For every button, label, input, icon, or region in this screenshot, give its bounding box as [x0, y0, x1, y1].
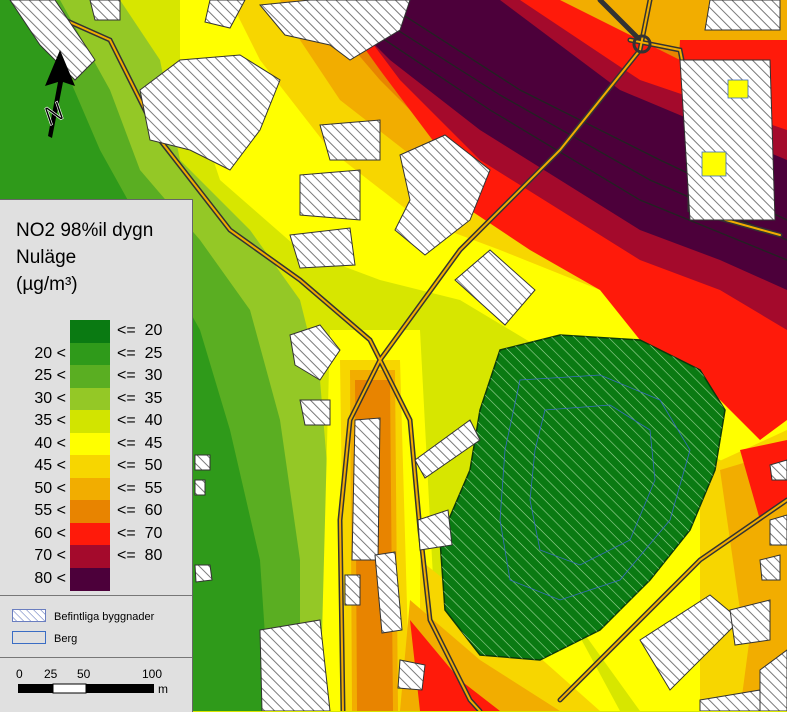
legend-class-upper: <= 70 [117, 524, 163, 542]
legend-class-upper: <= 35 [117, 389, 163, 407]
legend-class-lower: 70 < [34, 547, 66, 564]
legend-divider [0, 657, 192, 658]
buildings-hatch-symbol [12, 609, 46, 622]
legend-swatch [70, 387, 110, 411]
legend-class-lower: 55 < [34, 502, 66, 519]
legend-title: NO2 98%il dygn [16, 220, 154, 241]
legend-class-upper: <= 45 [117, 434, 163, 452]
legend-unit: (µg/m³) [16, 274, 78, 295]
legend-class-lower: 40 < [34, 434, 66, 452]
legend-class-upper: <= 55 [117, 479, 163, 497]
map-legend: NO2 98%il dygn Nuläge (µg/m³) <= 20 20 < <… [0, 199, 193, 712]
legend-class-lower: 45 < [34, 457, 66, 474]
legend-class-upper: <= 30 [117, 367, 163, 384]
scale-tick-100: 100 [142, 667, 163, 681]
legend-divider [0, 595, 192, 596]
legend-swatch [70, 567, 110, 591]
scale-tick-50: 50 [77, 667, 91, 681]
legend-class-lower: 20 < [34, 344, 66, 362]
legend-class-lower: 50 < [34, 479, 66, 497]
legend-class-upper: <= 60 [117, 502, 163, 519]
rock-outline-symbol [12, 631, 46, 644]
legend-class-upper: <= 50 [117, 457, 163, 474]
legend-swatch [70, 455, 110, 478]
legend-class-lower: 30 < [34, 389, 66, 407]
legend-swatch [70, 522, 110, 546]
legend-class-upper: <= 40 [117, 412, 163, 429]
legend-swatch [70, 545, 110, 568]
legend-swatch [70, 365, 110, 388]
scale-tick-25: 25 [44, 667, 58, 681]
legend-class-upper: <= 25 [117, 344, 163, 362]
legend-class-lower: 25 < [34, 367, 66, 384]
legend-swatch [70, 500, 110, 523]
legend-swatch [70, 410, 110, 433]
legend-class-lower: 80 < [34, 569, 66, 587]
north-arrow-icon: N [38, 50, 75, 138]
legend-subtitle: Nuläge [16, 247, 77, 268]
zone-above-80 [330, 0, 787, 290]
legend-swatch [70, 320, 110, 343]
legend-swatch [70, 432, 110, 456]
legend-class-upper: <= 20 [117, 322, 163, 339]
scale-unit: m [158, 682, 168, 696]
legend-class-lower: 60 < [34, 524, 66, 542]
legend-class-lower: 35 < [34, 412, 66, 429]
legend-buildings-label: Befintliga byggnader [54, 611, 155, 623]
scale-bar [18, 683, 154, 694]
legend-swatch [70, 477, 110, 501]
legend-rock-label: Berg [54, 633, 78, 645]
buildings [9, 0, 787, 711]
scale-tick-0: 0 [16, 667, 23, 681]
legend-swatch [70, 342, 110, 366]
north-arrow-label: N [38, 96, 69, 131]
legend-class-upper: <= 80 [117, 547, 163, 564]
